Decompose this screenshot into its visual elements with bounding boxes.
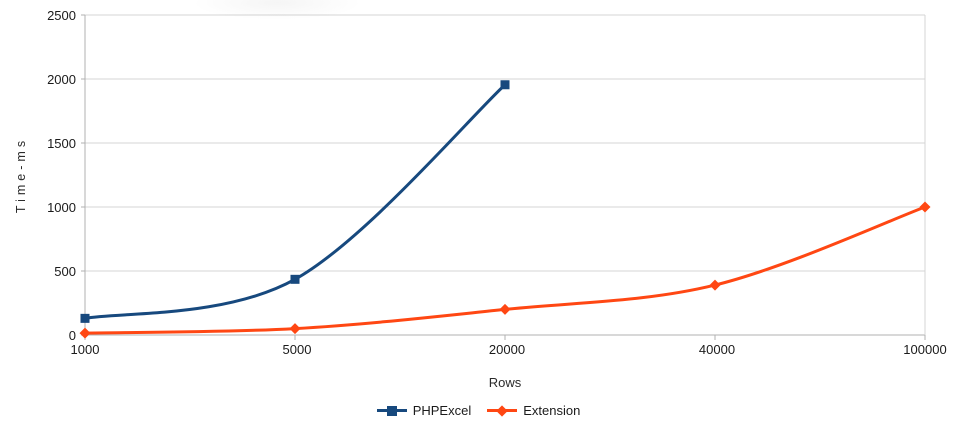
legend-item-phpexcel: PHPExcel (376, 403, 472, 418)
legend-marker-diamond-icon (487, 404, 518, 417)
x-tick-label: 40000 (698, 342, 736, 357)
y-tick-label: 2500 (47, 8, 76, 23)
x-tick-label: 1000 (70, 342, 100, 357)
y-tick-label: 500 (54, 264, 76, 279)
y-tick-label: 1000 (47, 200, 76, 215)
y-tick-label: 2000 (47, 72, 76, 87)
y-tick-label: 0 (68, 328, 76, 343)
y-axis-title: Time-ms (14, 136, 28, 214)
legend-marker-square-icon (376, 405, 407, 417)
x-tick-label: 5000 (282, 342, 312, 357)
legend: PHPExcel Extension (0, 403, 957, 418)
x-tick-label: 20000 (488, 342, 526, 357)
legend-label-extension: Extension (523, 403, 581, 418)
legend-label-phpexcel: PHPExcel (412, 403, 472, 418)
x-axis-title: Rows (488, 375, 522, 390)
y-tick-label: 1500 (47, 136, 76, 151)
x-tick-label: 100000 (903, 342, 947, 357)
legend-item-extension: Extension (487, 403, 580, 418)
